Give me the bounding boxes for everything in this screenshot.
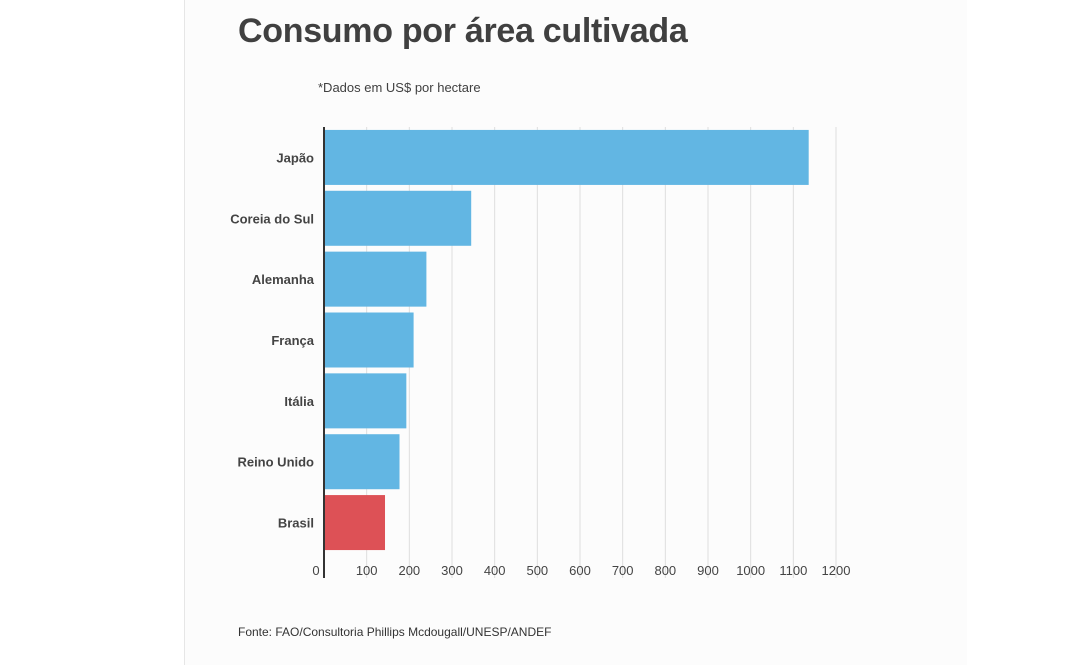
- chart-title: Consumo por área cultivada: [238, 12, 688, 50]
- x-tick-labels: 0 100 200 300 400 500 600 700 800 900 1000 1100 1200: [312, 563, 850, 578]
- category-label: Japão: [276, 150, 314, 165]
- bar: [324, 373, 407, 429]
- bar: [324, 312, 414, 368]
- bars: [324, 129, 809, 551]
- chart-card: [185, 0, 967, 665]
- x-tick-label: 600: [569, 563, 591, 578]
- x-tick-label: 100: [356, 563, 378, 578]
- bar: [324, 190, 472, 246]
- source-note: Fonte: FAO/Consultoria Phillips Mcdougal…: [238, 625, 552, 639]
- left-divider: [184, 0, 185, 665]
- category-label: Alemanha: [252, 272, 315, 287]
- x-tick-label: 1200: [822, 563, 851, 578]
- category-label: Brasil: [278, 516, 314, 531]
- category-label: Itália: [284, 394, 314, 409]
- bar: [324, 434, 400, 490]
- x-tick-label: 1000: [736, 563, 765, 578]
- x-tick-label: 900: [697, 563, 719, 578]
- x-tick-label: 300: [441, 563, 463, 578]
- x-tick-label: 700: [612, 563, 634, 578]
- category-label: Reino Unido: [237, 455, 314, 470]
- x-tick-label: 0: [312, 563, 319, 578]
- chart-subtitle: *Dados em US$ por hectare: [318, 80, 481, 95]
- x-tick-label: 400: [484, 563, 506, 578]
- x-tick-label: 200: [398, 563, 420, 578]
- x-tick-label: 1100: [779, 563, 807, 578]
- category-label: Coreia do Sul: [230, 211, 314, 226]
- bar: [324, 495, 386, 551]
- category-labels: Japão Coreia do Sul Alemanha França Itália Re…: [230, 150, 315, 530]
- bar: [324, 129, 809, 185]
- x-tick-label: 800: [654, 563, 676, 578]
- x-tick-label: 500: [526, 563, 548, 578]
- bar: [324, 251, 427, 307]
- category-label: França: [271, 333, 314, 348]
